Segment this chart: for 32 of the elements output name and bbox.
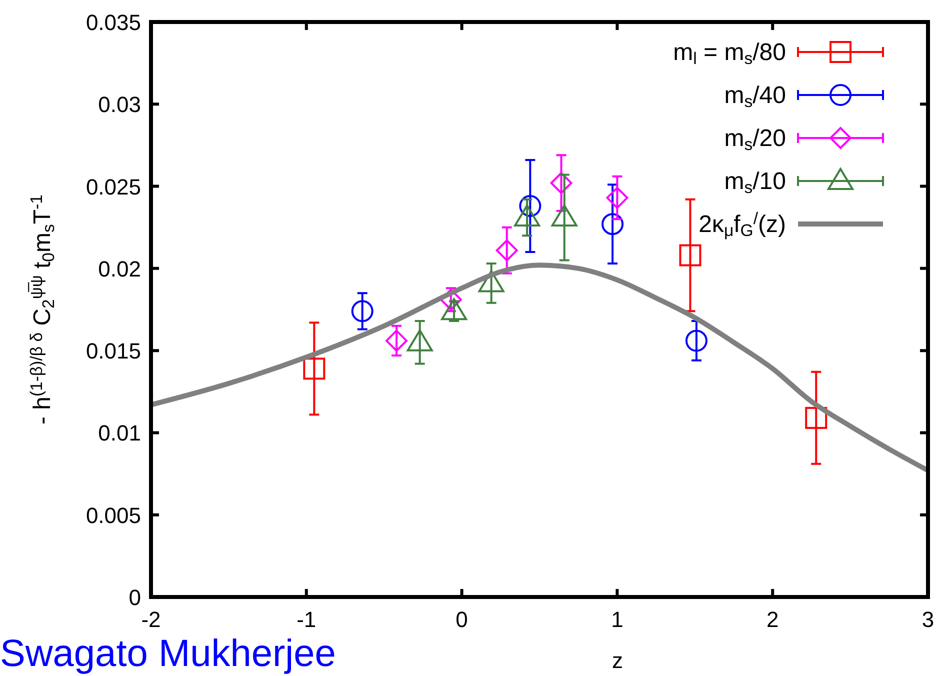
legend-label: m$_{s}$/10: [724, 168, 786, 198]
x-tick-label: -2: [141, 607, 161, 632]
point: [602, 213, 624, 236]
x-tick-label: 2: [766, 607, 779, 632]
point: [519, 195, 542, 217]
y-tick-label: 0.015: [86, 338, 141, 364]
point: [606, 186, 628, 209]
y-tick-label: 0.03: [98, 92, 141, 118]
legend-label: m$_{s}$/20: [724, 125, 786, 154]
y-tick-label: 0.025: [86, 174, 141, 200]
x-tick-label: 1: [611, 607, 624, 632]
y-tick-label: 0.035: [86, 10, 141, 35]
x-tick-label: 3: [922, 607, 934, 632]
y-tick-label: 0.005: [86, 502, 141, 528]
point: [805, 406, 828, 429]
y-tick-label: 0.02: [98, 256, 141, 282]
x-axis-title: z: [612, 648, 623, 673]
point: [351, 300, 374, 322]
point: [550, 172, 572, 194]
point: [303, 358, 326, 380]
text: Swagato Mukherjee: [0, 633, 336, 675]
point: [496, 239, 518, 262]
point: [685, 330, 708, 352]
point: [386, 330, 408, 352]
y-tick-label: 0: [128, 585, 141, 610]
x-tick-label: 0: [456, 607, 468, 632]
legend-label: m$_{l}$ = m$_{s}$/80: [673, 39, 786, 68]
x-tick-label: -1: [296, 607, 316, 632]
point: [679, 244, 702, 266]
legend-label: 2κ$_{μ}$f$_{G}$$^{/}$(z): [698, 209, 786, 240]
y-tick-label: 0.01: [98, 420, 141, 446]
legend-label: m$_{s}$/40: [724, 82, 786, 112]
